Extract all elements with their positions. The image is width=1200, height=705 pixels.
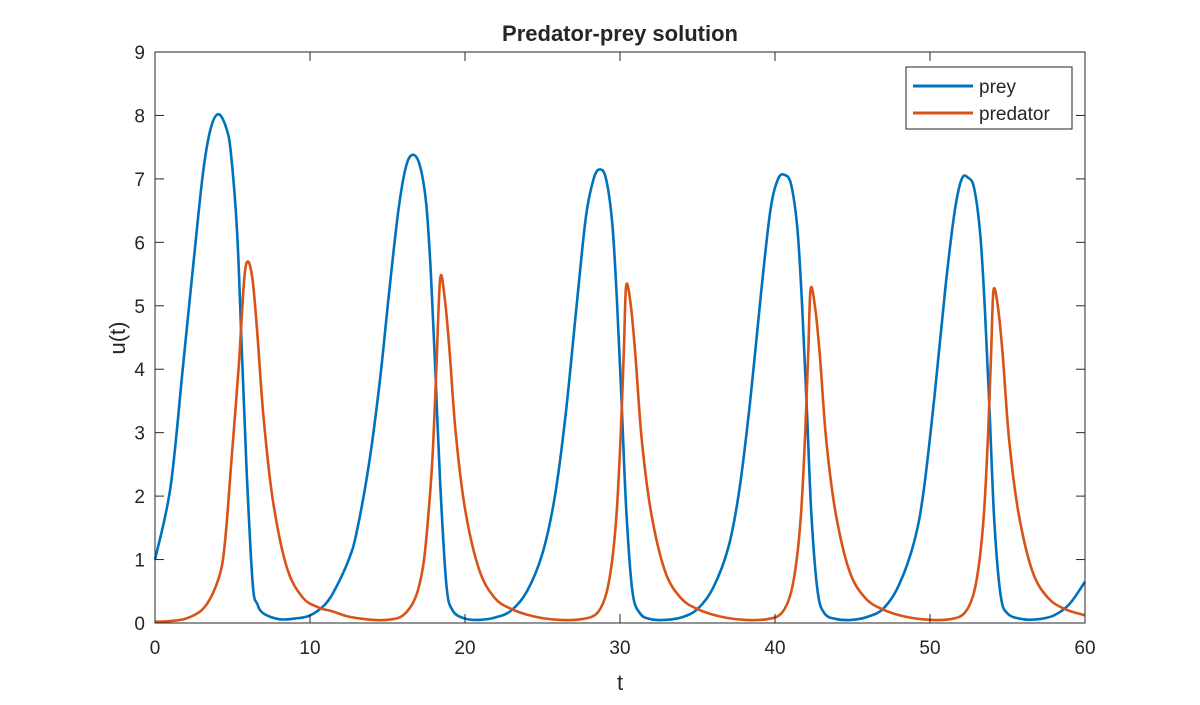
- y-tick-label: 8: [134, 106, 145, 127]
- x-tick-label: 40: [764, 638, 785, 659]
- y-tick-label: 5: [134, 297, 145, 318]
- x-tick-label: 0: [150, 638, 161, 659]
- x-tick-label: 20: [454, 638, 475, 659]
- series-layer: [153, 112, 1087, 624]
- legend[interactable]: prey predator: [905, 66, 1073, 130]
- axes-layer: 0 10 20 30 40 50 60 0 1 2 3 4 5 6 7 8 9: [134, 43, 1095, 659]
- x-tick-label: 10: [299, 638, 320, 659]
- x-axis-label: t: [617, 670, 623, 695]
- chart-title: Predator-prey solution: [502, 21, 738, 46]
- legend-box: [905, 66, 1073, 130]
- y-tick-label: 1: [134, 551, 145, 572]
- y-tick-label: 2: [134, 487, 145, 508]
- y-tick-label: 9: [134, 43, 145, 64]
- y-tick-label: 3: [134, 424, 145, 445]
- series-line-prey: [153, 112, 1087, 622]
- y-tick-label: 4: [134, 360, 145, 381]
- y-axis-label: u(t): [105, 322, 130, 355]
- y-tick-label: 0: [134, 614, 145, 635]
- y-tick-label: 7: [134, 170, 145, 191]
- x-tick-label: 50: [919, 638, 940, 659]
- y-tick-label: 6: [134, 233, 145, 254]
- x-tick-label: 60: [1074, 638, 1095, 659]
- legend-label-predator: predator: [979, 104, 1050, 125]
- legend-label-prey: prey: [979, 77, 1016, 98]
- series-line-predator: [154, 260, 1086, 624]
- x-tick-label: 30: [609, 638, 630, 659]
